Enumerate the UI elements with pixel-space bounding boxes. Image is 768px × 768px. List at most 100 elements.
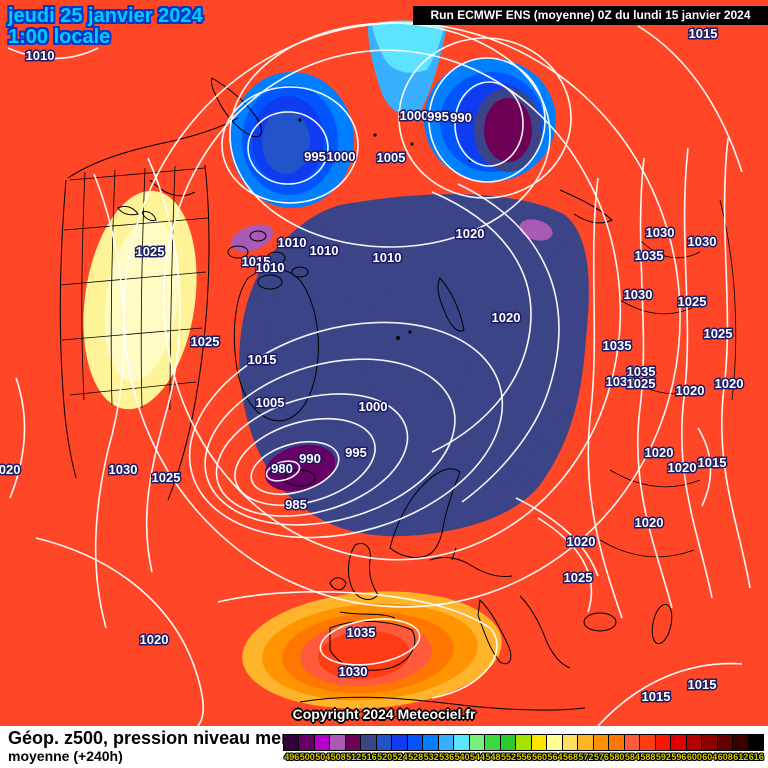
isobar-label: 1020 xyxy=(645,445,674,460)
isobar-label: 1030 xyxy=(688,234,717,249)
isobar-label: 1005 xyxy=(377,150,406,165)
legend-value: 496 xyxy=(284,752,300,762)
legend-cell xyxy=(360,734,377,751)
isobar-label: 1025 xyxy=(152,470,181,485)
isobar-label: 1030 xyxy=(624,287,653,302)
legend-value: 572 xyxy=(578,752,594,762)
legend-cell xyxy=(437,734,455,751)
legend-value: 540 xyxy=(454,752,470,762)
legend-cell xyxy=(577,734,594,751)
north-america-states xyxy=(59,165,209,411)
legend-cell xyxy=(530,734,548,751)
legend-cell xyxy=(654,734,672,751)
legend-cell xyxy=(484,734,501,751)
legend-value: 500 xyxy=(299,752,315,762)
valid-datetime: jeudi 25 janvier 2024 1:00 locale xyxy=(8,6,203,48)
legend-value: 568 xyxy=(562,752,578,762)
legend-cell xyxy=(283,734,300,751)
isobar-label: 1020 xyxy=(668,460,697,475)
isobar-label: 1010 xyxy=(310,243,339,258)
isobar-label: 1010 xyxy=(256,260,285,275)
isobar-label: 1005 xyxy=(256,395,285,410)
legend-value: 512 xyxy=(346,752,362,762)
isobar-label: 1035 xyxy=(627,364,656,379)
isobar-label: 1025 xyxy=(678,294,707,309)
legend-value: 596 xyxy=(671,752,687,762)
legend-cell xyxy=(468,734,486,751)
isobar-label: 990 xyxy=(450,110,472,125)
isobar-label: 1025 xyxy=(191,334,220,349)
legend-value: 592 xyxy=(655,752,671,762)
isobar-label: 1020 xyxy=(0,462,20,477)
legend-value: 560 xyxy=(531,752,547,762)
legend-value: 508 xyxy=(330,752,346,762)
legend-cell xyxy=(732,734,749,751)
isobar-label: 1030 xyxy=(646,225,675,240)
legend-cell xyxy=(329,734,346,751)
iberia xyxy=(329,621,416,671)
iceland xyxy=(284,469,316,487)
legend-value: 516 xyxy=(361,752,377,762)
color-scale-values: 496 500 504 508 512 516 520 524 528 532 536 540 544 5… xyxy=(284,752,764,762)
run-label: Run ECMWF ENS (moyenne) 0Z du lundi 15 j… xyxy=(430,8,751,22)
greenland xyxy=(233,268,319,422)
footer-bar: Géop. z500, pression niveau mer moyenne … xyxy=(0,726,768,768)
legend-value: 564 xyxy=(547,752,563,762)
valid-time: 1:00 locale xyxy=(8,26,111,48)
legend-value: 588 xyxy=(640,752,656,762)
isobar-label: 1015 xyxy=(242,254,271,269)
isobar-label: 1035 xyxy=(347,625,376,640)
legend-value: 544 xyxy=(470,752,486,762)
isobar-label: 1000 xyxy=(400,108,429,123)
map-subtitle: moyenne (+240h) xyxy=(8,748,123,764)
legend-cell xyxy=(561,734,579,751)
isobar-label: 1015 xyxy=(698,455,727,470)
legend-value: 552 xyxy=(501,752,517,762)
isobar-label: 1020 xyxy=(676,383,705,398)
isobar-label: 1030 xyxy=(339,664,368,679)
legend-cell xyxy=(406,734,424,751)
legend-cell xyxy=(670,734,687,751)
legend-cell xyxy=(716,734,734,751)
legend-cell xyxy=(422,734,439,751)
isobar-label: 1000 xyxy=(359,399,388,414)
isobar-label: 1025 xyxy=(564,570,593,585)
legend-value: 604 xyxy=(702,752,718,762)
legend-value: 612 xyxy=(733,752,749,762)
run-header: Run ECMWF ENS (moyenne) 0Z du lundi 15 j… xyxy=(413,6,768,25)
isobar-label: 1020 xyxy=(140,632,169,647)
legend-value: 584 xyxy=(624,752,640,762)
legend-value: 556 xyxy=(516,752,532,762)
legend-value: 548 xyxy=(485,752,501,762)
legend-cell xyxy=(391,734,408,751)
legend-value: 580 xyxy=(609,752,625,762)
map-title: Géop. z500, pression niveau mer xyxy=(8,728,289,748)
legend-cell xyxy=(623,734,641,751)
legend-cell xyxy=(546,734,563,751)
isobar-label: 1020 xyxy=(492,310,521,325)
isobar-label: 1015 xyxy=(688,677,717,692)
isobar-label: 1030 xyxy=(109,462,138,477)
italy xyxy=(477,598,512,665)
copyright: Copyright 2024 Meteociel.fr xyxy=(292,706,476,722)
isobar-label: 980 xyxy=(271,461,293,476)
legend-cell xyxy=(453,734,470,751)
legend-cell xyxy=(685,734,703,751)
isobar-label: 1000 xyxy=(327,149,356,164)
legend-value: 524 xyxy=(392,752,408,762)
legend-value: 600 xyxy=(686,752,702,762)
isobar-label: 1010 xyxy=(26,48,55,63)
isobar-label: 1035 xyxy=(635,248,664,263)
alaska xyxy=(211,77,262,138)
legend-value: 616 xyxy=(748,752,764,762)
isobar-label: 1025 xyxy=(704,326,733,341)
legend-cell xyxy=(298,734,315,751)
legend-value: 576 xyxy=(593,752,609,762)
isobar-label: 995 xyxy=(427,109,449,124)
valid-date: jeudi 25 janvier 2024 xyxy=(8,5,203,27)
isobars xyxy=(7,22,751,726)
legend-cell xyxy=(701,734,718,751)
legend-value: 608 xyxy=(717,752,733,762)
isobar-label: 1015 xyxy=(689,26,718,41)
